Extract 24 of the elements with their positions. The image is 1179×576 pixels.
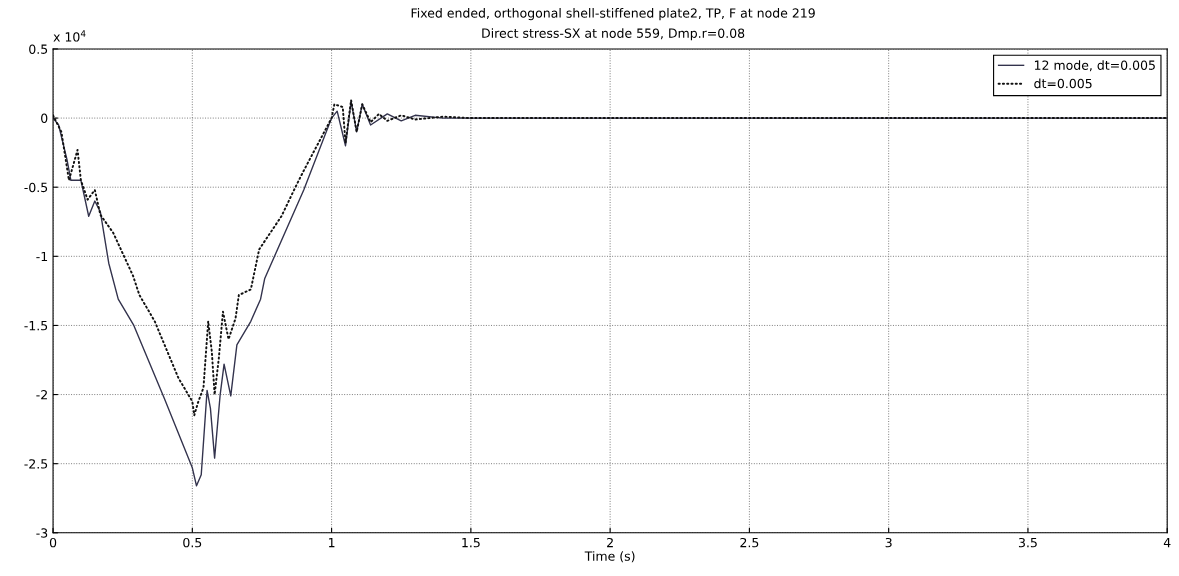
y-tick-label: 0.5 xyxy=(29,44,48,54)
x-tick-label: 3 xyxy=(885,537,892,548)
y-tick-label: -3 xyxy=(36,528,48,538)
x-axis-title: Time (s) xyxy=(584,551,635,563)
x-tick-label: 0.5 xyxy=(183,537,202,548)
y-tick-label: -0.5 xyxy=(24,182,48,193)
x-tick-label: 1 xyxy=(328,538,335,548)
y-tick-label: -1.5 xyxy=(24,321,48,331)
legend-label: 12 mode, dt=0.005 xyxy=(1034,60,1155,72)
x-tick-label: 2 xyxy=(607,537,613,548)
chart-title: Fixed ended, orthogonal shell-stiffened plate2, TP, F at node 219 xyxy=(411,8,815,21)
x-tick-label: 0 xyxy=(49,537,57,548)
text: x 10$^{4}$ xyxy=(53,30,86,42)
y-tick-label: -2 xyxy=(36,390,47,400)
x-tick-label: 4 xyxy=(1163,538,1171,548)
x-tick-label: 1.5 xyxy=(462,538,480,548)
y-tick-label: -1 xyxy=(36,251,48,262)
y-tick-label: -2.5 xyxy=(24,459,48,469)
line-series xyxy=(53,99,1168,417)
chart-subtitle: Direct stress-SX at node 559, Dmp.r=0.08 xyxy=(482,28,745,41)
x-tick-label: 3.5 xyxy=(1018,537,1037,548)
y-tick-label: 0 xyxy=(41,113,48,124)
x-tick-label: 2.5 xyxy=(740,537,759,548)
legend-label: dt=0.005 xyxy=(1034,78,1092,89)
